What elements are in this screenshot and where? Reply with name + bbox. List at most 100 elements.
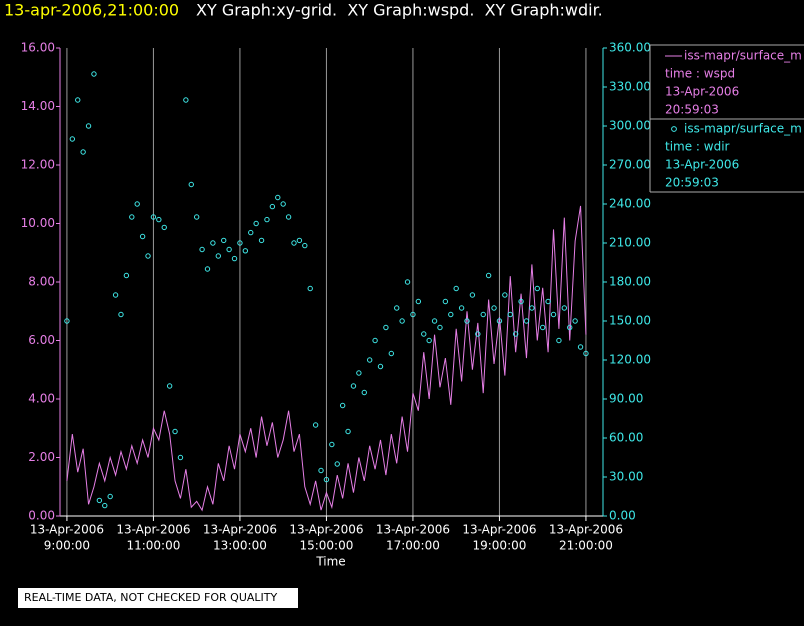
title-time: 13-apr-2006,21:00:00 bbox=[4, 1, 179, 20]
y-tick-label: 2.00 bbox=[28, 450, 55, 464]
wdir-point bbox=[161, 224, 167, 231]
wdir-point bbox=[145, 253, 151, 259]
wdir-point bbox=[285, 214, 292, 220]
y2-tick-label: 300.00 bbox=[609, 119, 651, 133]
wdir-point bbox=[545, 298, 551, 305]
wdir-point bbox=[448, 311, 454, 318]
wdir-point bbox=[102, 502, 108, 509]
wdir-point bbox=[156, 216, 162, 223]
x-tick-label: 15:00:00 bbox=[299, 539, 353, 553]
y-tick-label: 10.00 bbox=[21, 216, 55, 230]
wdir-point bbox=[394, 305, 400, 311]
legend-name: iss-mapr/surface_m bbox=[684, 122, 802, 136]
wdir-point bbox=[269, 203, 276, 210]
wdir-point bbox=[150, 214, 157, 220]
wdir-point bbox=[237, 240, 243, 246]
wdir-point bbox=[475, 331, 481, 337]
wdir-point bbox=[523, 318, 530, 324]
wdir-point bbox=[550, 311, 557, 318]
wdir-point bbox=[107, 493, 113, 500]
y2-tick-label: 210.00 bbox=[609, 236, 651, 250]
wdir-point bbox=[404, 279, 411, 285]
wdir-point bbox=[242, 248, 249, 254]
wdir-point bbox=[129, 214, 135, 220]
wdir-point bbox=[410, 311, 416, 318]
legend-line: 20:59:03 bbox=[665, 176, 719, 190]
wdir-point bbox=[75, 97, 81, 103]
x-tick-date: 13-Apr-2006 bbox=[376, 523, 450, 537]
wdir-point bbox=[307, 285, 313, 292]
wdir-point bbox=[577, 344, 584, 350]
x-tick-date: 13-Apr-2006 bbox=[203, 523, 277, 537]
y-tick-label: 12.00 bbox=[21, 158, 55, 172]
wdir-point bbox=[296, 237, 303, 244]
wdir-point bbox=[529, 305, 535, 311]
y-tick-label: 4.00 bbox=[28, 392, 55, 406]
x-tick-label: 13:00:00 bbox=[213, 539, 267, 553]
wdir-point bbox=[118, 311, 124, 318]
y2-tick-label: 330.00 bbox=[609, 80, 651, 94]
wdir-point bbox=[512, 331, 519, 337]
wdir-point bbox=[399, 318, 405, 324]
wdir-point bbox=[339, 402, 346, 409]
wdir-point bbox=[556, 337, 562, 344]
wdir-point bbox=[534, 285, 540, 292]
wdir-point bbox=[231, 255, 238, 262]
wdir-point bbox=[421, 331, 427, 337]
wdir-point bbox=[253, 220, 259, 227]
y-tick-label: 14.00 bbox=[21, 99, 55, 113]
wdir-point bbox=[204, 266, 211, 272]
y2-tick-label: 90.00 bbox=[609, 392, 643, 406]
wdir-point bbox=[112, 292, 119, 298]
legend-line: 20:59:03 bbox=[665, 103, 719, 117]
wdir-point bbox=[334, 461, 340, 467]
wdir-point bbox=[91, 71, 97, 77]
wdir-point bbox=[491, 305, 497, 311]
wdir-point bbox=[69, 136, 76, 142]
wdir-point bbox=[264, 216, 270, 223]
wdir-point bbox=[199, 246, 205, 253]
x-tick-label: 11:00:00 bbox=[126, 539, 180, 553]
wdir-point bbox=[123, 272, 130, 279]
wdir-point bbox=[323, 476, 330, 483]
wdir-point bbox=[85, 123, 92, 129]
wdir-point bbox=[469, 292, 476, 298]
wdir-point bbox=[442, 298, 449, 305]
y-tick-label: 16.00 bbox=[21, 41, 55, 55]
y2-tick-label: 240.00 bbox=[609, 197, 651, 211]
legend-name: iss-mapr/surface_m bbox=[684, 49, 802, 63]
wdir-point bbox=[464, 318, 470, 324]
wdir-point bbox=[215, 253, 222, 259]
wdir-point bbox=[437, 324, 443, 331]
legend-line: 13-Apr-2006 bbox=[665, 158, 739, 172]
y2-tick-label: 0.00 bbox=[609, 509, 636, 523]
y2-tick-label: 180.00 bbox=[609, 275, 651, 289]
wdir-point bbox=[496, 318, 503, 324]
y-tick-label: 8.00 bbox=[28, 275, 55, 289]
wdir-point bbox=[567, 324, 573, 331]
wdir-point bbox=[485, 272, 492, 279]
quality-note: REAL-TIME DATA, NOT CHECKED FOR QUALITY bbox=[24, 591, 278, 604]
wdir-point bbox=[221, 237, 227, 244]
note-box bbox=[18, 588, 298, 608]
wdir-point bbox=[572, 318, 578, 324]
x-tick-label: 19:00:00 bbox=[472, 539, 526, 553]
wdir-point bbox=[177, 454, 184, 461]
wdir-point bbox=[583, 350, 589, 357]
y2-tick-label: 360.00 bbox=[609, 41, 651, 55]
wdir-point bbox=[188, 181, 194, 188]
wdir-point bbox=[258, 237, 265, 244]
x-axis-label: Time bbox=[315, 555, 345, 569]
wdir-point bbox=[507, 311, 513, 318]
wdir-point bbox=[329, 441, 335, 448]
y2-tick-label: 30.00 bbox=[609, 470, 643, 484]
wdir-point bbox=[345, 428, 351, 435]
wdir-point bbox=[480, 311, 486, 318]
wdir-point bbox=[139, 233, 146, 240]
x-tick-label: 9:00:00 bbox=[44, 539, 90, 553]
legend-swatch bbox=[671, 126, 677, 132]
wdir-point bbox=[248, 229, 254, 236]
